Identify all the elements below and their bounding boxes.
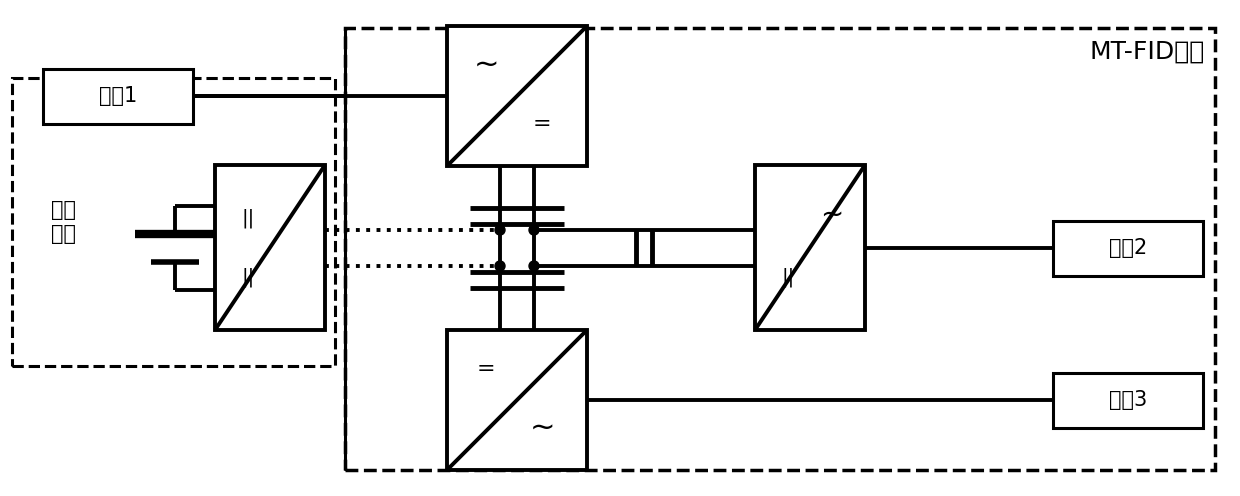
Text: 装置: 装置	[52, 224, 77, 244]
Text: =: =	[533, 114, 552, 134]
Bar	[12, 78, 335, 366]
Bar	[755, 165, 866, 330]
Circle shape	[495, 225, 505, 235]
Text: ||: ||	[242, 268, 254, 288]
Text: 馈线3: 馈线3	[1109, 390, 1147, 410]
Text: ~: ~	[821, 201, 843, 229]
Circle shape	[529, 225, 539, 235]
Text: =: =	[477, 359, 496, 379]
Text: MT-FID装置: MT-FID装置	[1090, 40, 1205, 64]
Text: 储能: 储能	[52, 200, 77, 220]
Text: ~: ~	[474, 51, 498, 80]
Bar	[1053, 372, 1203, 428]
Bar	[345, 28, 1215, 470]
Text: ||: ||	[781, 268, 795, 288]
Text: 馈线2: 馈线2	[1109, 238, 1147, 258]
Bar	[446, 330, 587, 470]
Text: ~: ~	[529, 414, 556, 442]
Circle shape	[529, 261, 539, 271]
Text: 馈线1: 馈线1	[99, 86, 138, 106]
Circle shape	[495, 261, 505, 271]
Bar	[1053, 221, 1203, 275]
Bar	[43, 68, 193, 124]
Text: ||: ||	[242, 208, 254, 228]
Bar	[446, 26, 587, 166]
Bar	[215, 165, 325, 330]
